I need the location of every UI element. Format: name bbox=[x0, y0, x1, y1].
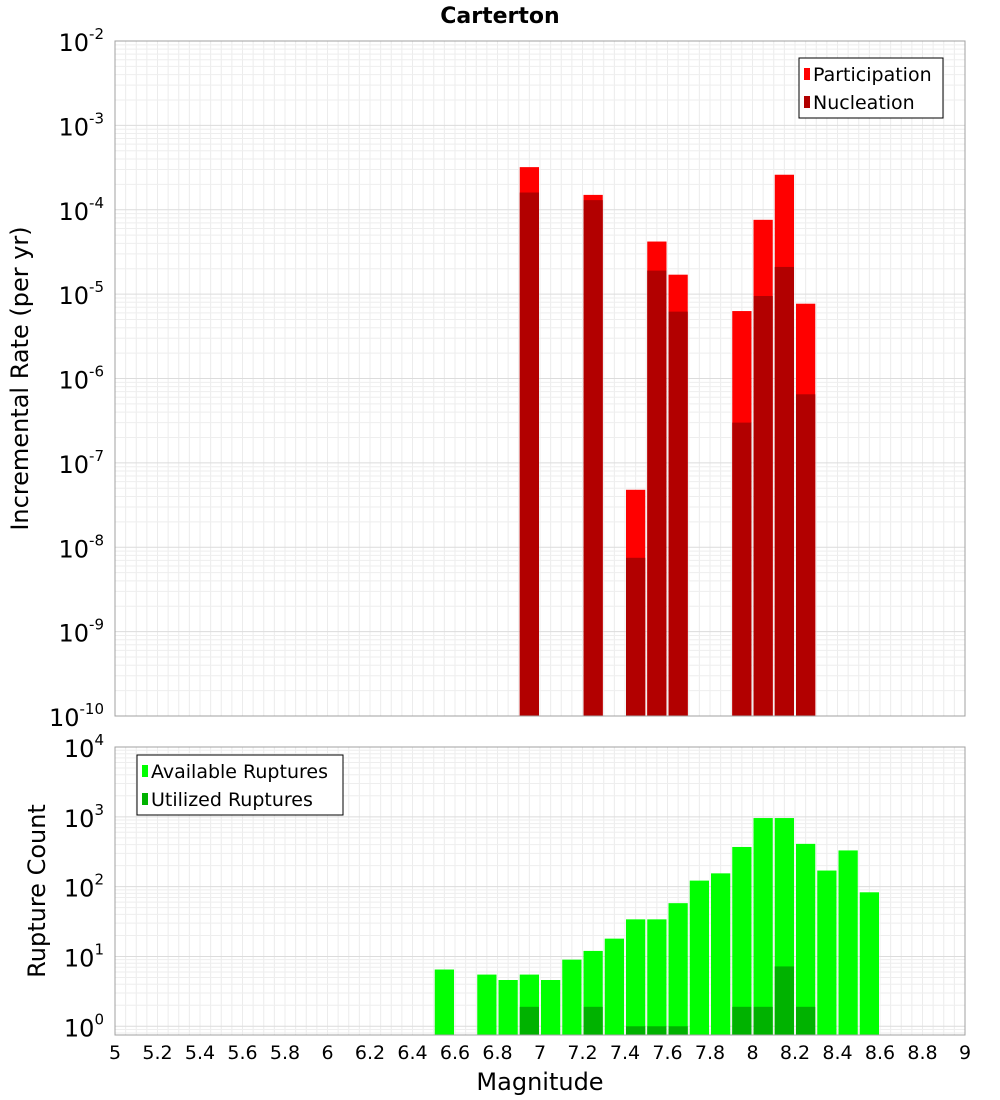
bar-available bbox=[838, 850, 858, 1035]
bar-nucleation bbox=[732, 422, 752, 716]
y-tick-label: 10-2 bbox=[58, 25, 104, 57]
plot-frame bbox=[114, 746, 966, 1036]
bar-nucleation bbox=[774, 266, 794, 716]
bar-available bbox=[626, 919, 646, 1035]
bar-nucleation bbox=[753, 296, 773, 716]
legend: Available Ruptures Utilized Ruptures bbox=[136, 754, 344, 816]
x-tick-label: 5 bbox=[109, 1042, 121, 1064]
x-tick-label: 8.6 bbox=[865, 1042, 895, 1064]
y-tick-label: 102 bbox=[64, 871, 104, 903]
bar-nucleation bbox=[519, 192, 539, 717]
bar-available bbox=[859, 892, 879, 1035]
bar-nucleation bbox=[668, 311, 688, 716]
x-tick-label: 6 bbox=[321, 1042, 333, 1064]
y-tick-label: 10-4 bbox=[58, 194, 104, 226]
x-tick-label: 5.6 bbox=[227, 1042, 257, 1064]
y-tick-label: 10-10 bbox=[49, 700, 104, 732]
legend-box bbox=[798, 57, 944, 119]
bar-utilized bbox=[732, 1006, 752, 1035]
x-tick-label: 5.2 bbox=[142, 1042, 172, 1064]
x-tick-label: 5.4 bbox=[185, 1042, 215, 1064]
legend: Participation Nucleation bbox=[798, 57, 944, 119]
bar-utilized bbox=[583, 1006, 603, 1035]
bar-available bbox=[796, 843, 816, 1035]
chart-title: Carterton bbox=[440, 4, 559, 29]
bar-available bbox=[732, 846, 752, 1035]
bar-available bbox=[817, 870, 837, 1035]
legend-label: Utilized Ruptures bbox=[151, 789, 313, 811]
bar-nucleation bbox=[583, 200, 603, 716]
bar-nucleation bbox=[796, 394, 816, 716]
y-tick-label: 101 bbox=[64, 940, 104, 972]
bar-utilized bbox=[774, 966, 794, 1035]
x-tick-label: 8 bbox=[746, 1042, 758, 1064]
x-tick-label: 6.6 bbox=[440, 1042, 470, 1064]
legend-label: Participation bbox=[813, 64, 932, 86]
y-tick-label: 10-7 bbox=[58, 447, 104, 479]
bar-available bbox=[604, 938, 624, 1035]
legend-swatch bbox=[804, 96, 810, 108]
bar-available bbox=[434, 969, 454, 1035]
x-tick-label: 9 bbox=[959, 1042, 971, 1064]
bar-available bbox=[562, 959, 582, 1035]
y-tick-label: 100 bbox=[64, 1010, 104, 1042]
x-tick-label: 7 bbox=[534, 1042, 546, 1064]
bar-available bbox=[711, 873, 731, 1035]
y-tick-label: 10-9 bbox=[58, 616, 104, 648]
legend-swatch bbox=[804, 68, 810, 80]
y-axis-label: Incremental Rate (per yr) bbox=[6, 226, 34, 530]
bar-available bbox=[498, 980, 518, 1035]
x-tick-label: 7.4 bbox=[610, 1042, 640, 1064]
bar-utilized bbox=[753, 1006, 773, 1035]
x-tick-label: 6.2 bbox=[355, 1042, 385, 1064]
x-tick-label: 8.2 bbox=[780, 1042, 810, 1064]
x-tick-label: 7.2 bbox=[567, 1042, 597, 1064]
x-tick-label: 5.8 bbox=[270, 1042, 300, 1064]
bar-available bbox=[477, 974, 497, 1035]
x-tick-label: 7.8 bbox=[695, 1042, 725, 1064]
plot-frame bbox=[114, 40, 966, 717]
x-tick-label: 8.8 bbox=[907, 1042, 937, 1064]
bar-utilized bbox=[668, 1026, 688, 1035]
x-axis-label: Magnitude bbox=[476, 1068, 603, 1096]
bar-nucleation bbox=[626, 557, 646, 716]
bar-utilized bbox=[796, 1006, 816, 1035]
legend-box bbox=[136, 754, 344, 816]
y-tick-label: 10-8 bbox=[58, 531, 104, 563]
bar-available bbox=[647, 919, 667, 1035]
x-tick-label: 6.4 bbox=[397, 1042, 427, 1064]
count-panel: 100 101 102 103 104 Rupture Count 5 5.2 5.4 5.6 5.… bbox=[23, 731, 971, 1096]
x-tick-label: 8.4 bbox=[822, 1042, 852, 1064]
y-tick-label: 103 bbox=[64, 801, 104, 833]
x-tick-label: 7.6 bbox=[652, 1042, 682, 1064]
x-tick-label: 6.8 bbox=[482, 1042, 512, 1064]
bar-utilized bbox=[519, 1006, 539, 1035]
bar-available bbox=[668, 903, 688, 1035]
y-axis-label: Rupture Count bbox=[23, 804, 51, 978]
legend-swatch bbox=[142, 765, 148, 777]
legend-label: Nucleation bbox=[813, 92, 915, 114]
bar-available bbox=[689, 880, 709, 1035]
legend-swatch bbox=[142, 793, 148, 805]
bar-utilized bbox=[647, 1026, 667, 1035]
y-tick-label: 10-6 bbox=[58, 363, 104, 395]
bar-utilized bbox=[626, 1026, 646, 1035]
rate-panel: 10-10 10-9 10-8 10-7 10-6 10-5 10-4 10-3 10-2 Inc… bbox=[6, 25, 966, 732]
bar-nucleation bbox=[647, 270, 667, 716]
y-tick-label: 104 bbox=[64, 731, 104, 763]
bar-available bbox=[541, 980, 561, 1035]
y-tick-label: 10-3 bbox=[58, 109, 104, 141]
legend-label: Available Ruptures bbox=[151, 761, 328, 783]
bar-available bbox=[753, 818, 773, 1035]
y-tick-label: 10-5 bbox=[58, 278, 104, 310]
